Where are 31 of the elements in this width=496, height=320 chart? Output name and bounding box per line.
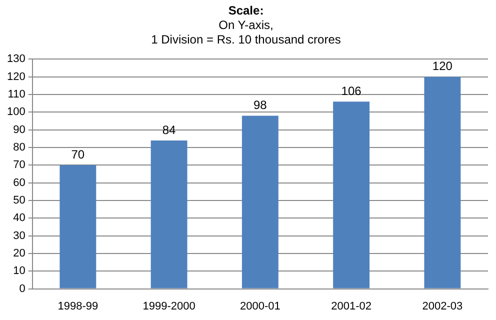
data-label: 98 (253, 98, 268, 112)
x-tick-label: 2001-02 (331, 300, 372, 312)
bar (424, 76, 461, 288)
y-tick-label: 50 (13, 194, 26, 207)
y-tick-label: 80 (13, 142, 26, 154)
x-tick-label: 1999-2000 (142, 300, 196, 312)
data-label: 106 (341, 84, 362, 98)
bar (150, 140, 188, 288)
y-tick-label: 70 (13, 159, 26, 172)
y-tick-label: 130 (6, 53, 26, 66)
x-tick-label: 2002-03 (422, 300, 463, 312)
data-label: 70 (71, 147, 85, 162)
x-tick-label: 1998-99 (58, 300, 98, 312)
bar (333, 102, 370, 288)
chart-subtitle: On Y-axis, 1 Division = Rs. 10 thousand crores (151, 18, 341, 46)
bar (60, 165, 96, 288)
y-tick-label: 120 (6, 70, 26, 83)
y-tick-label: 20 (13, 248, 26, 260)
bar (242, 116, 278, 288)
chart-title: Scale: (228, 4, 264, 18)
y-tick-label: 110 (8, 88, 26, 101)
data-label: 120 (432, 59, 453, 74)
y-tick-label: 30 (13, 230, 26, 242)
y-tick-label: 40 (13, 212, 26, 224)
data-label: 84 (162, 122, 176, 137)
y-tick-label: 0 (19, 282, 26, 295)
y-tick-label: 100 (6, 106, 26, 118)
y-tick-label: 90 (13, 124, 26, 136)
x-tick-label: 2000-01 (240, 300, 280, 312)
y-tick-label: 60 (13, 176, 26, 189)
y-tick-label: 10 (13, 265, 26, 278)
